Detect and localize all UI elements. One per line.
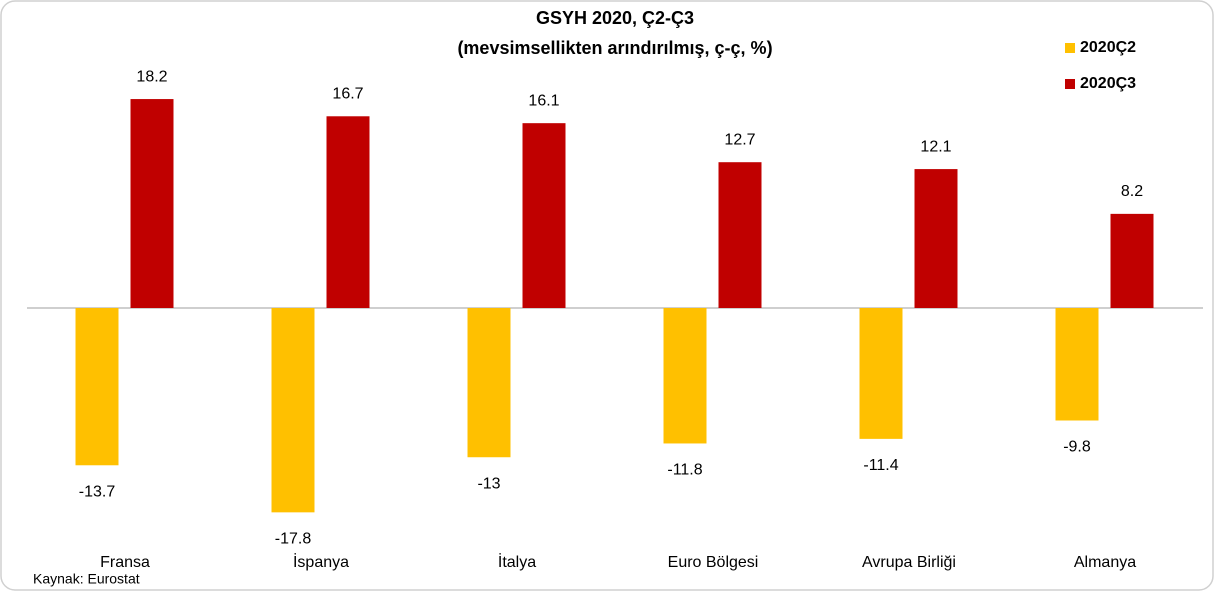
chart-title: GSYH 2020, Ç2-Ç3: [536, 8, 694, 28]
legend-swatch: [1065, 43, 1075, 53]
bar: [522, 123, 566, 308]
bar: [859, 308, 903, 439]
data-label: 16.7: [332, 86, 363, 103]
data-label: -17.8: [275, 531, 312, 548]
bar: [130, 99, 174, 309]
data-label: 18.2: [136, 68, 167, 85]
data-label: -13.7: [79, 483, 116, 500]
bar: [467, 308, 511, 458]
data-label: -13: [477, 475, 500, 492]
x-tick-label: Avrupa Birliği: [862, 554, 956, 571]
bar: [1110, 213, 1154, 308]
data-label: -11.8: [667, 462, 702, 479]
x-tick-label: İspanya: [293, 552, 349, 571]
bar: [914, 169, 958, 308]
bar: [326, 116, 370, 308]
x-tick-label: Almanya: [1074, 554, 1136, 571]
data-label: -9.8: [1063, 439, 1091, 456]
bar: [718, 162, 762, 308]
data-label: 12.7: [724, 131, 755, 148]
legend-label: 2020Ç2: [1080, 39, 1136, 56]
chart-subtitle: (mevsimsellikten arındırılmış, ç-ç, %): [457, 38, 772, 58]
x-tick-label: İtalya: [498, 552, 536, 571]
data-label: 12.1: [920, 138, 951, 155]
bar: [663, 308, 707, 444]
bar: [1055, 308, 1099, 421]
data-label: -11.4: [863, 457, 898, 474]
x-tick-label: Fransa: [100, 554, 150, 571]
source: Kaynak: Eurostat: [33, 571, 140, 587]
legend-swatch: [1065, 79, 1075, 89]
legend-label: 2020Ç3: [1080, 75, 1136, 92]
x-tick-label: Euro Bölgesi: [668, 554, 759, 571]
bar: [75, 308, 119, 466]
data-label: 16.1: [528, 92, 559, 109]
data-label: 8.2: [1121, 183, 1143, 200]
bar: [271, 308, 315, 513]
